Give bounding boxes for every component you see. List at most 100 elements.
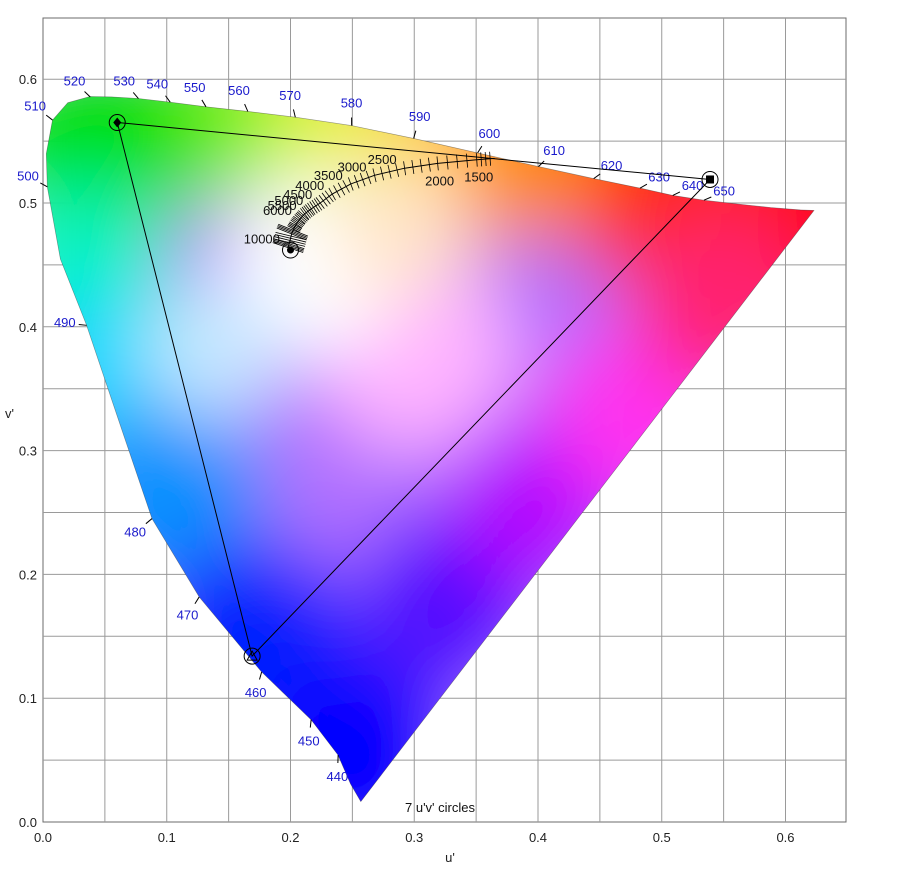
isotherm-tick: [277, 226, 308, 240]
isotherm-tick: [427, 157, 431, 172]
isotherm-tick: [333, 185, 341, 198]
x-tick-label: 0.1: [158, 830, 176, 845]
wavelength-tick: [45, 114, 53, 121]
wavelength-tick: [538, 160, 545, 167]
wavelength-tick: [244, 103, 249, 112]
isotherm-tick: [419, 158, 423, 173]
wavelength-label: 530: [113, 74, 135, 89]
isotherm-tick: [324, 190, 334, 203]
isotherm-tick: [293, 215, 305, 225]
wavelength-tick: [593, 173, 601, 180]
wavelength-label: 500: [17, 168, 39, 183]
y-axis-ticks: 0.0 0.1 0.2 0.3 0.4 0.5 0.6: [19, 72, 37, 830]
isotherm-tick: [287, 225, 300, 233]
wavelength-label: 600: [478, 126, 500, 141]
wavelength-tick: [477, 145, 483, 154]
isotherm-tick: [365, 170, 372, 185]
wavelength-tick: [309, 719, 312, 728]
wavelength-label: 520: [64, 74, 86, 89]
y-tick-label: 0.3: [19, 444, 37, 459]
isotherm-tick: [436, 156, 439, 171]
isotherm-tick: [287, 224, 301, 232]
isotherm-tick: [446, 155, 449, 170]
gamut-marker-diamond: [113, 117, 122, 128]
y-tick-label: 0.6: [19, 72, 37, 87]
isotherm-tick: [301, 206, 311, 219]
cct-label: 6000: [263, 203, 292, 218]
gamut-marker-ring: [243, 647, 261, 665]
wavelength-tick: [639, 183, 648, 189]
cct-label: 3500: [314, 168, 343, 183]
wavelength-label: 630: [648, 169, 670, 184]
y-tick-label: 0.4: [19, 320, 37, 335]
wavelength-tick: [672, 191, 681, 196]
isotherm-tick: [372, 168, 377, 183]
isotherm-tick: [291, 218, 304, 228]
planckian-isotherm-ticks: [272, 151, 491, 253]
spectral-locus-ticks: [40, 91, 712, 764]
gamut-marker-ring: [108, 114, 126, 132]
x-tick-label: 0.0: [34, 830, 52, 845]
isotherm-tick: [292, 217, 305, 227]
isotherm-tick: [403, 161, 407, 176]
isotherm-tick: [484, 152, 487, 167]
isotherm-tick: [303, 205, 313, 218]
y-tick-label: 0.1: [19, 691, 37, 706]
isotherm-tick: [321, 192, 331, 205]
wavelength-label: 590: [409, 109, 431, 124]
wavelength-label: 570: [279, 88, 301, 103]
cct-label: 4500: [283, 187, 312, 202]
wavelength-label: 460: [245, 685, 267, 700]
wavelength-label: 490: [54, 315, 76, 330]
wavelength-tick: [194, 596, 200, 604]
x-axis-ticks: 0.0 0.1 0.2 0.3 0.4 0.5 0.6: [34, 830, 795, 845]
wavelength-label: 510: [24, 99, 46, 114]
cct-label: 4000: [295, 178, 324, 193]
isotherm-tick: [296, 211, 308, 222]
wavelength-tick: [201, 99, 207, 108]
gamut-marker-ring: [701, 170, 719, 188]
isotherm-tick: [273, 238, 305, 250]
x-tick-label: 0.2: [281, 830, 299, 845]
isotherm-tick: [395, 163, 400, 177]
isotherm-tick: [307, 202, 316, 215]
isotherm-tick: [347, 177, 354, 191]
macadam-circles-note: 7 u'v' circles: [405, 800, 475, 815]
gamut-markers: [108, 114, 719, 665]
cct-label: 2000: [425, 173, 454, 188]
isotherm-tick: [353, 175, 360, 189]
isotherm-tick: [294, 214, 306, 225]
isotherm-tick: [315, 197, 325, 209]
wavelength-tick: [259, 671, 263, 680]
isotherm-tick: [475, 152, 478, 167]
y-axis-label: v': [5, 406, 14, 421]
wavelength-label: 470: [177, 608, 199, 623]
x-axis-label: u': [445, 850, 455, 865]
wavelength-label: 540: [146, 76, 168, 91]
isotherm-tick: [411, 160, 415, 174]
y-tick-label: 0.0: [19, 815, 37, 830]
y-tick-label: 0.2: [19, 567, 37, 582]
wavelength-tick: [145, 518, 153, 525]
isotherm-tick: [342, 180, 350, 193]
wavelength-label: 610: [543, 143, 565, 158]
wavelength-tick: [132, 92, 139, 99]
isotherm-tick: [359, 172, 366, 187]
wavelength-label: 560: [228, 83, 250, 98]
isotherm-tick: [456, 154, 459, 169]
isotherm-tick: [274, 236, 306, 245]
white-point-ring: [282, 241, 299, 259]
wavelength-tick: [292, 109, 296, 118]
isotherm-tick: [328, 187, 336, 201]
x-tick-label: 0.4: [529, 830, 547, 845]
isotherm-tick: [276, 227, 307, 241]
isotherm-tick: [311, 199, 320, 212]
isotherm-tick: [309, 201, 318, 214]
isotherm-tick: [337, 182, 346, 196]
cct-label: 5500: [268, 198, 297, 213]
wavelength-label: 580: [341, 96, 363, 111]
cct-label: 10000: [244, 232, 280, 247]
wavelength-tick: [40, 182, 48, 188]
